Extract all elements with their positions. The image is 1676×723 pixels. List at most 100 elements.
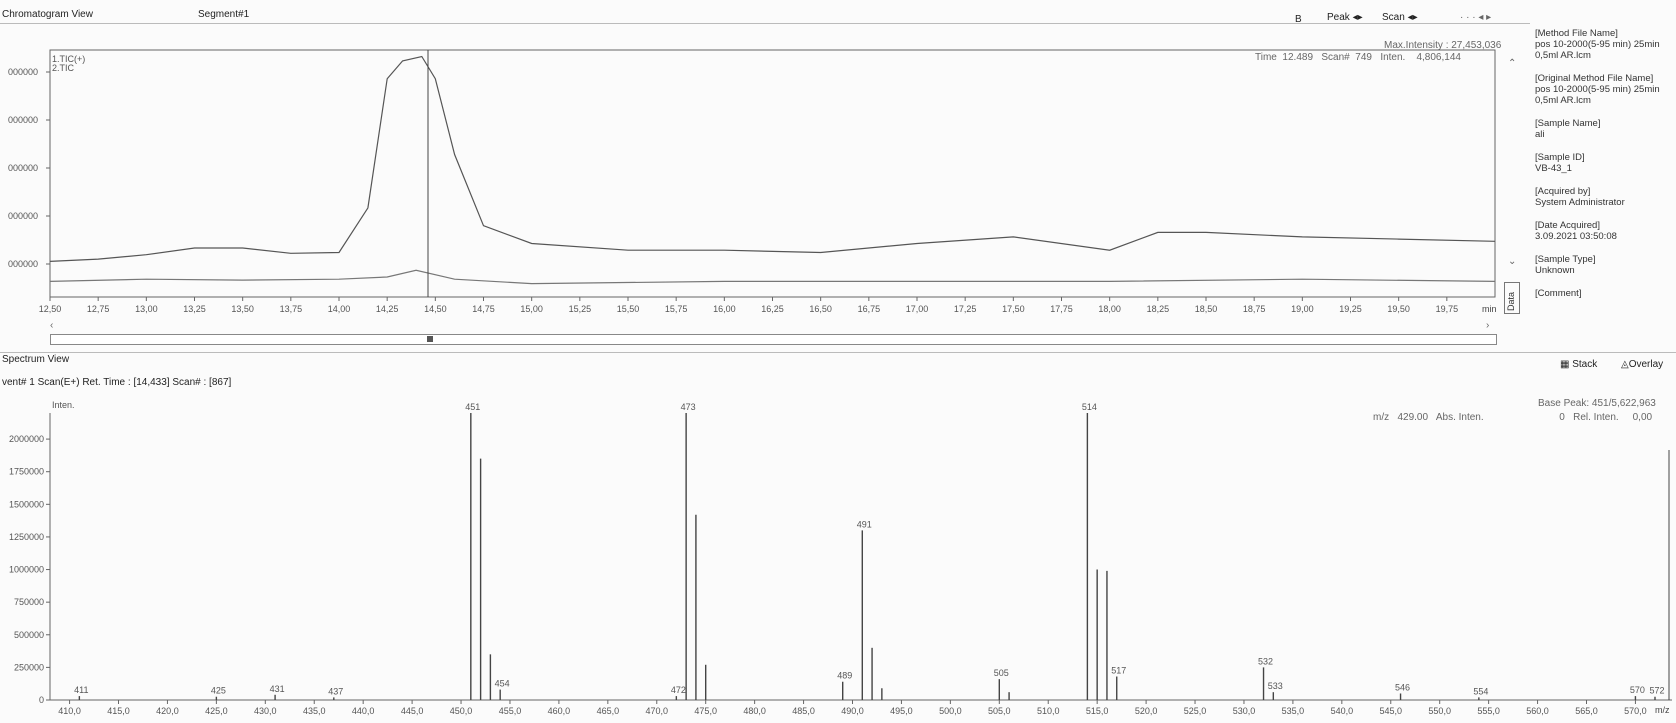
- overlay-icon: ◬: [1621, 359, 1629, 370]
- x-tick-label: 565,0: [1575, 706, 1598, 716]
- trace-label-1: 1.TIC(+): [52, 54, 85, 64]
- x-tick-label: 17,75: [1050, 304, 1073, 314]
- y-tick-label: 1250000: [9, 532, 44, 542]
- scan-label: Scan#: [1321, 52, 1350, 63]
- scan-prev-icon[interactable]: ◂: [1407, 12, 1413, 23]
- x-tick-label: 16,75: [858, 304, 881, 314]
- chromatogram-chart[interactable]: 1.TIC(+) 2.TIC 000000 000000 000000 000000 0…: [0, 40, 1530, 330]
- x-tick-label: 550,0: [1428, 706, 1451, 716]
- scroll-right-icon[interactable]: ›: [1486, 320, 1490, 331]
- x-tick-label: 15,50: [617, 304, 640, 314]
- sample-info-label: [Sample ID]: [1535, 152, 1585, 163]
- overlay-button[interactable]: ◬Overlay: [1621, 359, 1663, 370]
- x-tick-label: 475,0: [694, 706, 717, 716]
- spectrum-info: vent# 1 Scan(E+) Ret. Time : [14,433] Sc…: [2, 377, 232, 388]
- peak-label: Peak: [1327, 12, 1350, 23]
- y-axis-label: Inten.: [52, 400, 75, 410]
- x-tick-label: 14,25: [376, 304, 399, 314]
- x-tick-label: 470,0: [646, 706, 669, 716]
- x-unit-label: min: [1482, 304, 1497, 314]
- base-peak: Base Peak: 451/5,622,963: [1538, 398, 1656, 409]
- time-value: 12.489: [1282, 52, 1314, 63]
- stack-icon: ▦: [1560, 359, 1570, 370]
- extra-nav-arrows[interactable]: · · · ◂ ▸: [1460, 12, 1492, 23]
- sample-info-label: [Sample Type]: [1535, 254, 1596, 265]
- x-tick-label: 520,0: [1135, 706, 1158, 716]
- peak-next-icon[interactable]: ▸: [1357, 12, 1363, 23]
- segment-label: Segment#1: [198, 9, 250, 20]
- y-tick-label: 250000: [14, 662, 44, 672]
- x-tick-label: 430,0: [254, 706, 277, 716]
- panel-collapse-down-icon[interactable]: ⌄: [1508, 256, 1517, 267]
- sample-info-label: [Acquired by]: [1535, 186, 1591, 197]
- peak-label: 533: [1268, 681, 1283, 691]
- peak-label: 411: [74, 685, 88, 695]
- peak-prev-icon[interactable]: ◂: [1352, 12, 1358, 23]
- y-tick-label: 000000: [8, 115, 38, 125]
- spectrum-chart[interactable]: Inten. 2000000 1750000 1500000 1250000 10000…: [0, 395, 1676, 720]
- x-tick-label: 19,25: [1339, 304, 1362, 314]
- y-tick-label: 0: [39, 695, 44, 705]
- y-tick-label: 000000: [8, 67, 38, 77]
- x-tick-label: 415,0: [107, 706, 130, 716]
- mz-label: m/z: [1373, 412, 1390, 423]
- peak-nav[interactable]: Peak ◂▸: [1327, 12, 1363, 23]
- x-tick-label: 505,0: [988, 706, 1011, 716]
- x-tick-label: 13,75: [280, 304, 303, 314]
- x-tick-label: 545,0: [1379, 706, 1402, 716]
- x-tick-label: 435,0: [303, 706, 326, 716]
- sample-info-value: System Administrator: [1535, 197, 1625, 208]
- scroll-left-icon[interactable]: ‹: [50, 320, 54, 331]
- x-tick-label: 18,00: [1098, 304, 1121, 314]
- spectrum-readout: m/z 429.00 Abs. Inten. 0 Rel. Inten. 0,0…: [1373, 412, 1652, 423]
- inten-value: 4,806,144: [1416, 52, 1461, 63]
- x-tick-label: 445,0: [401, 706, 424, 716]
- scan-next-icon[interactable]: ▸: [1412, 12, 1418, 23]
- peak-label: 431: [270, 684, 285, 694]
- x-tick-label: 540,0: [1331, 706, 1354, 716]
- peak-label: 572: [1649, 686, 1664, 696]
- peak-label: 570: [1630, 685, 1645, 695]
- peak-label: 425: [211, 686, 226, 696]
- x-tick-label: 19,50: [1387, 304, 1410, 314]
- x-tick-label: 12,75: [87, 304, 110, 314]
- panel-collapse-up-icon[interactable]: ⌃: [1508, 58, 1517, 69]
- scan-nav[interactable]: Scan ◂▸: [1382, 12, 1418, 23]
- x-tick-label: 440,0: [352, 706, 375, 716]
- chromatogram-scrollbar[interactable]: [50, 334, 1497, 345]
- sample-info-item: [Sample Type] Unknown: [1535, 254, 1675, 276]
- sample-info-label: [Original Method File Name]: [1535, 73, 1654, 84]
- sample-info-item: [Comment]: [1535, 288, 1675, 299]
- x-tick-label: 410,0: [58, 706, 81, 716]
- x-tick-label: 555,0: [1477, 706, 1500, 716]
- x-tick-label: 530,0: [1233, 706, 1256, 716]
- top-divider: [0, 23, 1530, 24]
- x-tick-label: 17,50: [1002, 304, 1025, 314]
- data-tab[interactable]: Data: [1504, 282, 1520, 314]
- mid-divider: [0, 352, 1676, 353]
- x-tick-label: 19,00: [1291, 304, 1314, 314]
- x-tick-label: 500,0: [939, 706, 962, 716]
- chromatogram-series-2: [49, 269, 1496, 285]
- sample-info-item: [Sample Name] ali: [1535, 118, 1675, 140]
- y-tick-label: 000000: [8, 163, 38, 173]
- scrollbar-thumb[interactable]: [427, 336, 433, 342]
- data-tab-label: Data: [1506, 291, 1516, 311]
- peak-label: 517: [1111, 666, 1126, 676]
- spectrum-view-title: Spectrum View: [2, 354, 70, 365]
- abs-label: Abs. Inten.: [1435, 412, 1484, 423]
- x-tick-label: 14,50: [424, 304, 447, 314]
- x-tick-label: 455,0: [499, 706, 522, 716]
- sample-info-value: pos 10-2000(5-95 min) 25min 0,5ml AR.lcm: [1535, 39, 1660, 61]
- chromatogram-view-title: Chromatogram View: [2, 9, 93, 20]
- x-tick-label: 495,0: [890, 706, 913, 716]
- y-tick-label: 2000000: [9, 434, 44, 444]
- b-button[interactable]: B: [1295, 14, 1302, 25]
- inten-label: Inten.: [1380, 52, 1406, 63]
- stack-button[interactable]: ▦ Stack: [1560, 359, 1597, 370]
- peak-label: 489: [837, 671, 852, 681]
- x-tick-label: 570,0: [1624, 706, 1647, 716]
- sample-info-value: 3.09.2021 03:50:08: [1535, 231, 1617, 242]
- sample-info-item: [Sample ID] VB-43_1: [1535, 152, 1675, 174]
- x-tick-label: 15,00: [520, 304, 543, 314]
